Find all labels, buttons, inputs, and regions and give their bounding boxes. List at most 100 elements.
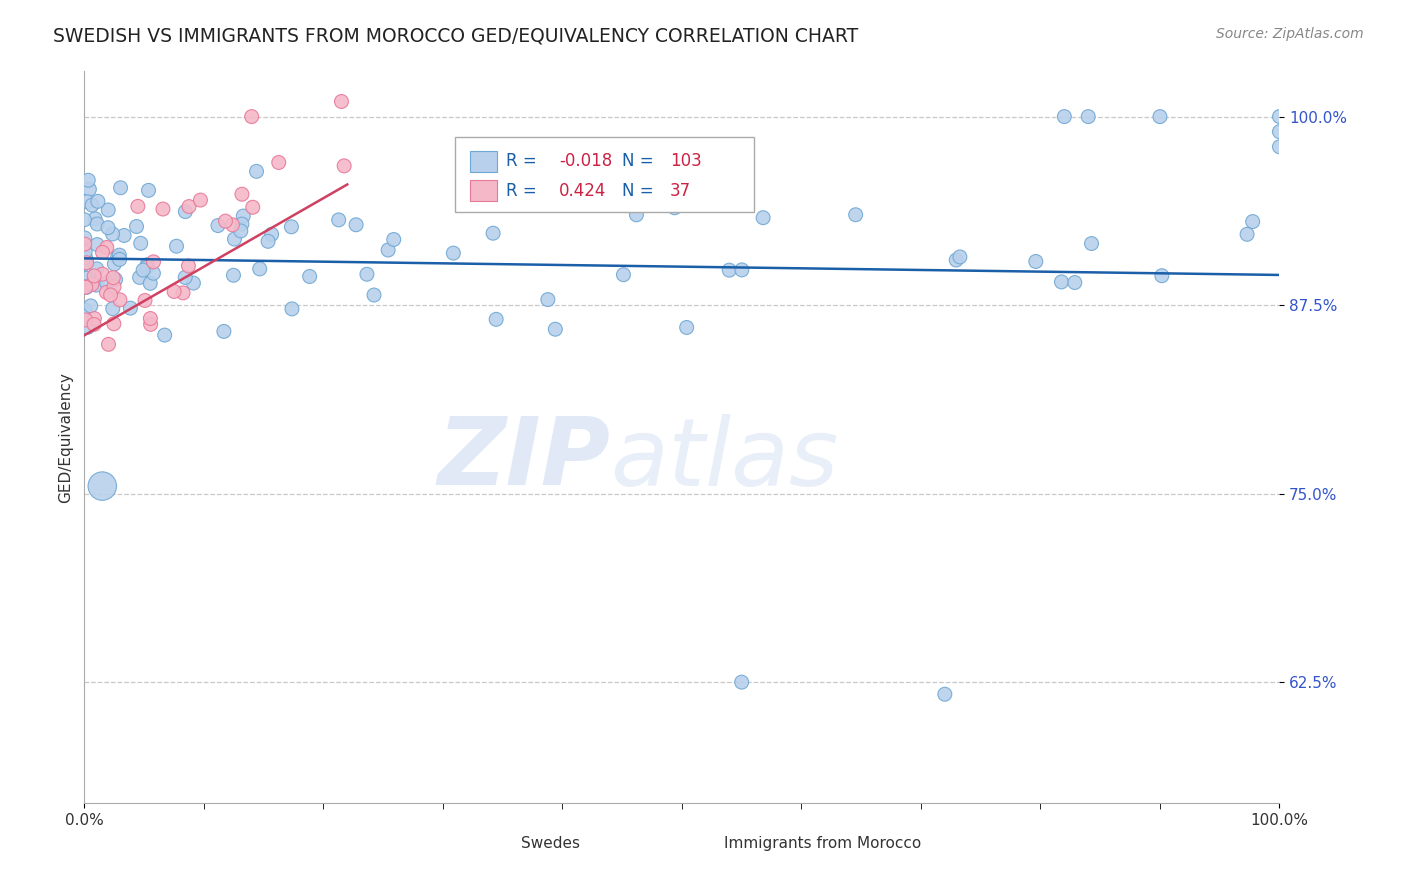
Point xyxy=(589,194,612,208)
Point xyxy=(73,251,96,265)
Point xyxy=(100,288,122,302)
Point xyxy=(249,261,271,276)
Point xyxy=(172,285,194,300)
Point xyxy=(103,279,125,293)
Point xyxy=(108,293,131,307)
Y-axis label: GED/Equivalency: GED/Equivalency xyxy=(58,372,73,502)
Point xyxy=(91,479,114,493)
Point xyxy=(79,182,101,196)
Point xyxy=(344,218,367,232)
Point xyxy=(224,232,246,246)
Point xyxy=(82,277,104,291)
Point xyxy=(83,268,105,283)
Text: R =: R = xyxy=(506,153,543,170)
Point xyxy=(73,257,96,271)
Text: N =: N = xyxy=(623,153,654,170)
Point xyxy=(731,263,754,277)
Point xyxy=(267,155,290,169)
Point xyxy=(86,217,108,231)
Point xyxy=(544,322,567,336)
Point xyxy=(240,110,263,124)
Point xyxy=(75,302,97,317)
Point xyxy=(101,301,124,316)
Point xyxy=(174,270,197,285)
Point xyxy=(1150,268,1173,283)
FancyBboxPatch shape xyxy=(456,137,754,211)
Point xyxy=(73,279,96,293)
Point xyxy=(73,231,96,245)
Point xyxy=(108,252,131,267)
Point xyxy=(949,250,972,264)
Point xyxy=(174,204,197,219)
Point xyxy=(207,219,229,233)
Point xyxy=(328,213,350,227)
Text: 103: 103 xyxy=(671,153,702,170)
Point xyxy=(86,237,108,252)
Text: R =: R = xyxy=(506,182,543,200)
Point xyxy=(1053,110,1076,124)
Point xyxy=(382,233,405,247)
Point xyxy=(190,193,212,207)
Point xyxy=(77,173,100,187)
Point xyxy=(84,211,107,226)
Point xyxy=(222,268,245,283)
Point xyxy=(356,267,378,281)
Point xyxy=(718,263,741,277)
Point xyxy=(96,240,118,254)
Point xyxy=(138,183,160,197)
Text: SWEDISH VS IMMIGRANTS FROM MOROCCO GED/EQUIVALENCY CORRELATION CHART: SWEDISH VS IMMIGRANTS FROM MOROCCO GED/E… xyxy=(53,27,859,45)
Point xyxy=(1080,236,1102,251)
Point xyxy=(73,237,96,252)
Point xyxy=(212,325,235,339)
Text: atlas: atlas xyxy=(610,414,838,505)
Point xyxy=(485,312,508,326)
Bar xyxy=(471,151,496,171)
Point xyxy=(83,318,105,332)
Point xyxy=(231,187,253,202)
Bar xyxy=(471,180,496,201)
Point xyxy=(103,317,125,331)
Point xyxy=(132,263,155,277)
Point xyxy=(86,261,108,276)
Bar xyxy=(682,834,716,852)
Point xyxy=(163,285,186,299)
Point xyxy=(612,268,634,282)
Point xyxy=(91,245,114,260)
Point xyxy=(104,272,127,286)
Point xyxy=(260,227,283,242)
Point xyxy=(675,320,697,334)
Point xyxy=(82,198,104,212)
Point xyxy=(330,95,353,109)
Point xyxy=(731,675,754,690)
Text: -0.018: -0.018 xyxy=(558,153,612,170)
Point xyxy=(84,278,107,293)
Point xyxy=(97,220,120,235)
Point xyxy=(280,219,302,234)
Point xyxy=(945,253,967,268)
Text: Source: ZipAtlas.com: Source: ZipAtlas.com xyxy=(1216,27,1364,41)
Point xyxy=(363,288,385,302)
Point xyxy=(1268,110,1291,124)
Point xyxy=(96,285,118,300)
Point xyxy=(229,224,252,238)
Point xyxy=(257,235,280,249)
Point xyxy=(281,301,304,316)
Point xyxy=(139,311,162,326)
Point xyxy=(298,269,321,284)
Point xyxy=(177,200,200,214)
Point xyxy=(139,277,162,291)
Point xyxy=(110,181,132,195)
Text: 0.424: 0.424 xyxy=(558,182,606,200)
Point xyxy=(482,226,505,240)
Point xyxy=(845,208,868,222)
Point xyxy=(1050,275,1073,289)
Point xyxy=(441,246,464,260)
Point xyxy=(73,212,96,227)
Point xyxy=(103,270,125,285)
Point xyxy=(1025,254,1047,268)
Point xyxy=(75,245,97,260)
Point xyxy=(128,270,150,285)
Point xyxy=(333,159,356,173)
Text: Immigrants from Morocco: Immigrants from Morocco xyxy=(724,836,921,851)
Point xyxy=(537,293,560,307)
